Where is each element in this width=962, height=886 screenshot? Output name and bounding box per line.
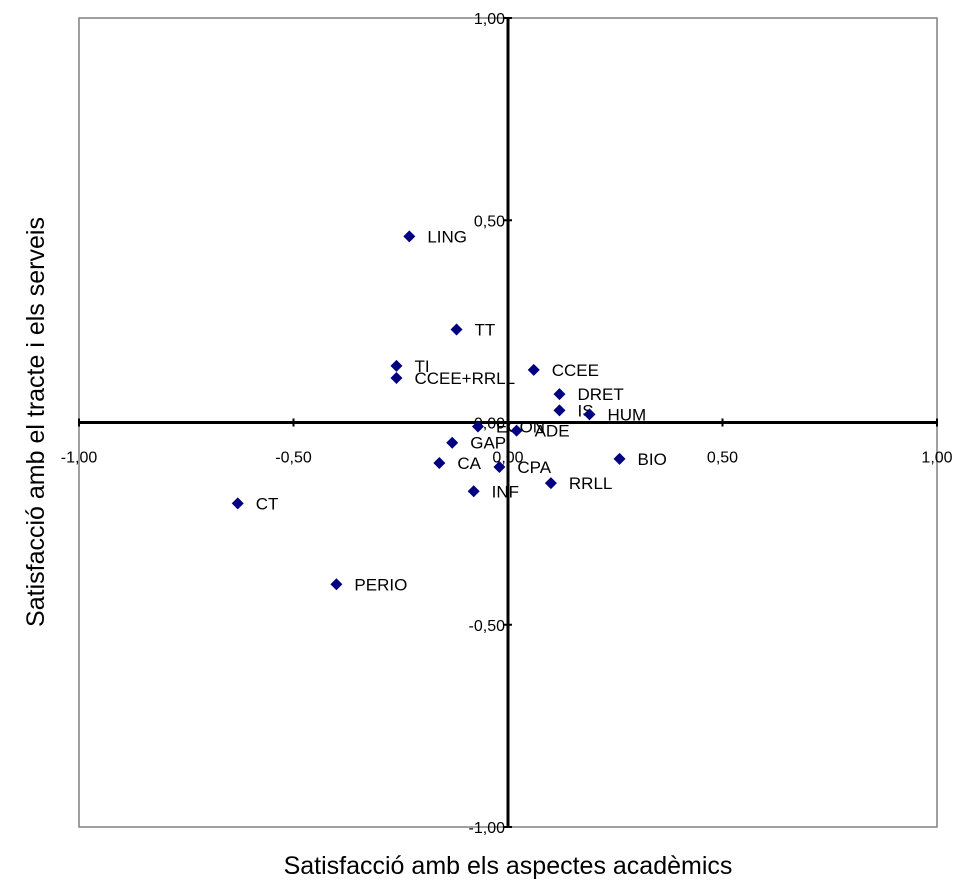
x-tick-label: 0,50: [707, 450, 738, 467]
data-point-label: CPA: [517, 458, 551, 477]
data-point-marker: [433, 456, 446, 469]
y-tick-label: -1,00: [469, 820, 506, 837]
data-point-marker: [450, 323, 463, 336]
data-point-label: LING: [427, 227, 467, 246]
data-point-label: GAP: [470, 434, 506, 453]
axis-ticks: -1,00 -0,50 0,00 0,50 1,001,000,500,00-0,50-…: [61, 11, 953, 837]
data-point-label: CA: [457, 454, 481, 473]
y-tick-label: -0,50: [469, 618, 506, 635]
data-point-label: CCEE: [552, 361, 599, 380]
data-point-label: ADE: [535, 422, 570, 441]
data-point-label: INF: [492, 482, 519, 501]
x-axis-title: Satisfacció amb els aspectes acadèmics: [284, 852, 733, 880]
x-tick-label: -1,00: [61, 450, 98, 467]
data-point-marker: [403, 230, 416, 243]
data-point-marker: [390, 372, 403, 385]
data-point-marker: [510, 424, 523, 437]
y-axis-title: Satisfacció amb el tracte i els serveis: [22, 217, 50, 627]
data-point-marker: [583, 408, 596, 421]
data-point-label: TT: [475, 320, 496, 339]
data-point-marker: [390, 359, 403, 372]
data-point-marker: [330, 578, 343, 591]
data-point-marker: [231, 497, 244, 510]
data-point-marker: [446, 436, 459, 449]
y-tick-label: 0,50: [474, 213, 505, 230]
x-tick-label: -0,50: [275, 450, 312, 467]
data-point-label: PERIO: [354, 575, 407, 594]
data-point-marker: [613, 452, 626, 465]
data-point-marker: [544, 477, 557, 490]
data-point-label: DRET: [577, 385, 623, 404]
data-point-label: ECON: [496, 418, 545, 437]
data-point-label: BIO: [638, 450, 667, 469]
data-point-marker: [471, 420, 484, 433]
data-point-label: HUM: [608, 405, 647, 424]
data-point-label: TI: [414, 357, 429, 376]
x-tick-label: 1,00: [921, 450, 952, 467]
data-point-marker: [527, 363, 540, 376]
data-point-marker: [553, 388, 566, 401]
data-point-marker: [467, 485, 480, 498]
data-point-label: RRLL: [569, 474, 612, 493]
y-tick-label: 1,00: [474, 11, 505, 28]
data-point-label: CT: [256, 494, 279, 513]
data-point-marker: [493, 460, 506, 473]
data-point-marker: [553, 404, 566, 417]
data-point-label: CCEE+RRLL: [414, 369, 515, 388]
